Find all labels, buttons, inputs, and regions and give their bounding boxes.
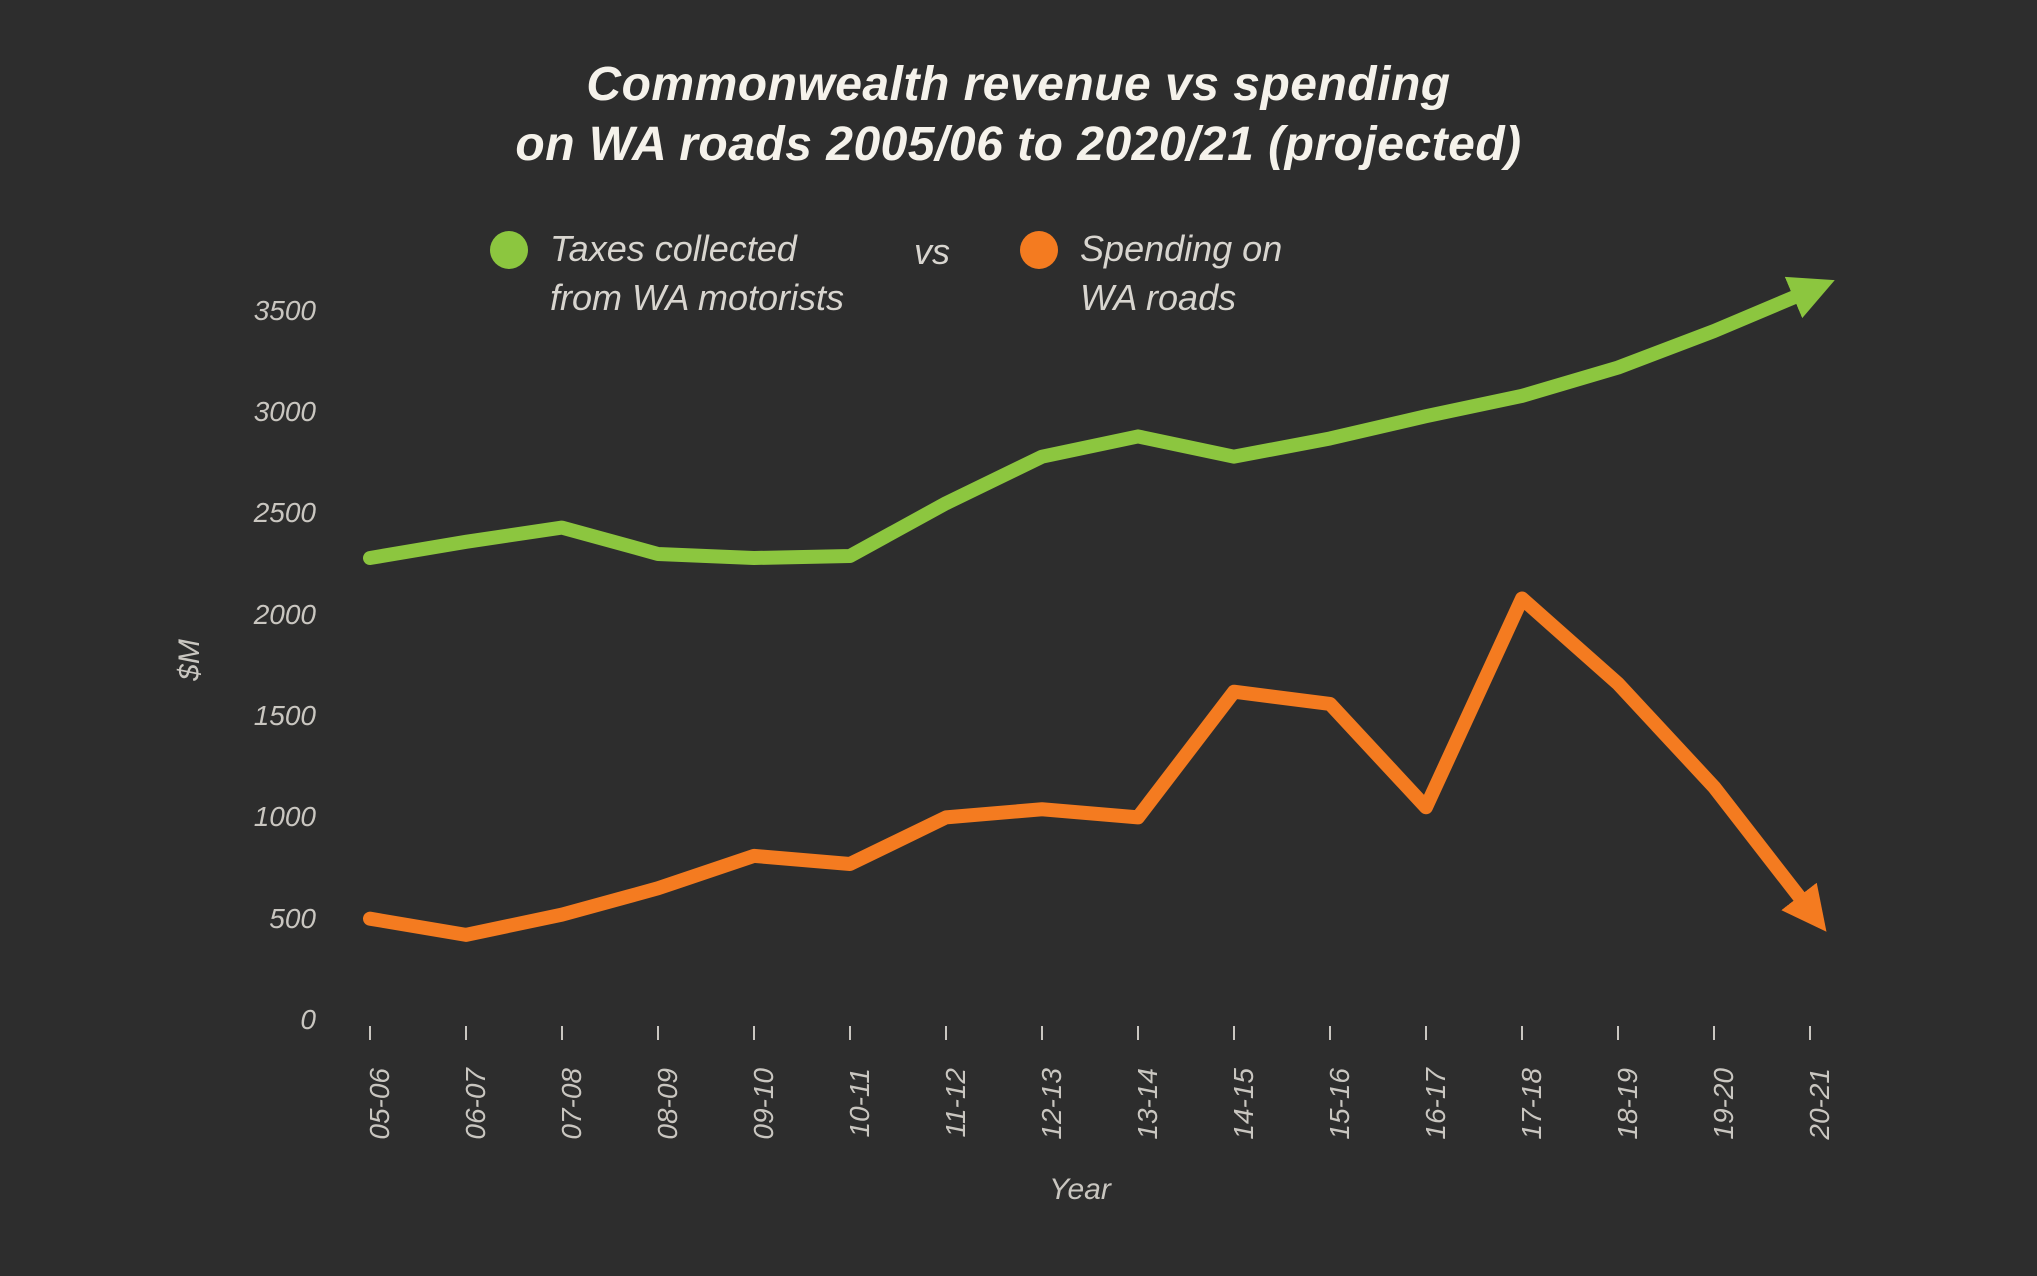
x-tick-mark — [561, 1026, 563, 1040]
y-tick-label: 1000 — [254, 801, 316, 833]
x-tick-label: 09-10 — [748, 1068, 780, 1140]
chart-title: Commonwealth revenue vs spending on WA r… — [0, 55, 2037, 175]
plot-area: 050010001500200025003000350005-0606-0707… — [340, 250, 1820, 1020]
series-line-taxes — [370, 291, 1810, 558]
x-tick-mark — [1233, 1026, 1235, 1040]
x-tick-label: 15-16 — [1324, 1068, 1356, 1140]
x-tick-label: 05-06 — [364, 1068, 396, 1140]
y-tick-label: 2000 — [254, 599, 316, 631]
x-tick-label: 18-19 — [1612, 1068, 1644, 1140]
x-tick-mark — [1425, 1026, 1427, 1040]
x-tick-mark — [1809, 1026, 1811, 1040]
y-tick-label: 3000 — [254, 396, 316, 428]
x-tick-label: 17-18 — [1516, 1068, 1548, 1140]
x-tick-label: 20-21 — [1804, 1068, 1836, 1140]
x-tick-label: 08-09 — [652, 1068, 684, 1140]
x-tick-label: 11-12 — [940, 1068, 972, 1138]
x-tick-mark — [1713, 1026, 1715, 1040]
x-tick-mark — [1041, 1026, 1043, 1040]
x-tick-mark — [1137, 1026, 1139, 1040]
x-tick-label: 12-13 — [1036, 1068, 1068, 1140]
y-tick-label: 500 — [269, 903, 316, 935]
x-tick-label: 14-15 — [1228, 1068, 1260, 1140]
x-tick-label: 16-17 — [1420, 1068, 1452, 1140]
x-tick-label: 13-14 — [1132, 1068, 1164, 1140]
y-axis-label: $M — [173, 639, 207, 681]
line-chart-svg — [340, 250, 1820, 1020]
y-tick-label: 0 — [300, 1004, 316, 1036]
x-axis-label: Year — [1049, 1173, 1111, 1207]
x-tick-label: 07-08 — [556, 1068, 588, 1140]
y-tick-label: 3500 — [254, 295, 316, 327]
x-tick-mark — [369, 1026, 371, 1040]
title-line-1: Commonwealth revenue vs spending — [586, 58, 1450, 111]
y-tick-label: 2500 — [254, 497, 316, 529]
x-tick-label: 06-07 — [460, 1068, 492, 1140]
x-tick-label: 19-20 — [1708, 1068, 1740, 1140]
x-tick-mark — [1521, 1026, 1523, 1040]
x-tick-mark — [849, 1026, 851, 1040]
x-tick-mark — [753, 1026, 755, 1040]
series-line-spending — [370, 599, 1810, 935]
y-tick-label: 1500 — [254, 700, 316, 732]
x-tick-label: 10-11 — [844, 1068, 876, 1138]
title-line-2: on WA roads 2005/06 to 2020/21 (projecte… — [515, 118, 1521, 171]
x-tick-mark — [945, 1026, 947, 1040]
x-tick-mark — [1329, 1026, 1331, 1040]
x-tick-mark — [465, 1026, 467, 1040]
chart-container: Commonwealth revenue vs spending on WA r… — [0, 0, 2037, 1276]
x-tick-mark — [1617, 1026, 1619, 1040]
x-tick-mark — [657, 1026, 659, 1040]
